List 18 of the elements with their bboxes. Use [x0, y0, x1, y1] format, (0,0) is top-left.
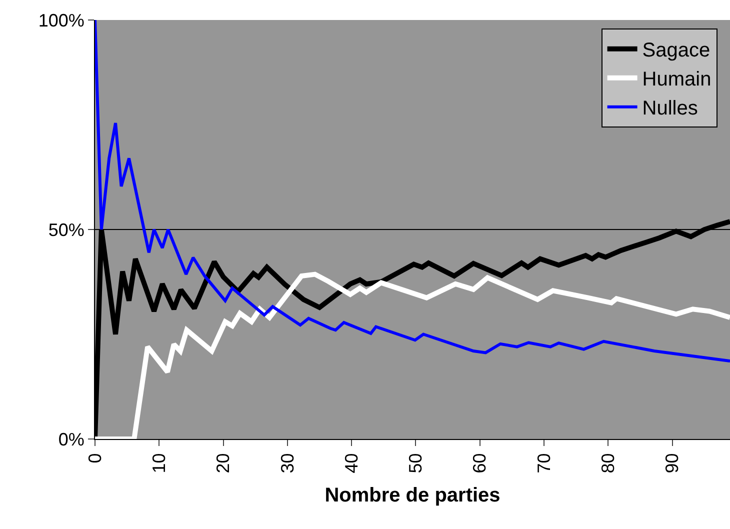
x-axis-title: Nombre de parties — [324, 484, 500, 507]
legend-label: Sagace — [642, 40, 710, 62]
legend-label: Nulles — [642, 98, 698, 120]
x-tick-label: 20 — [213, 453, 234, 474]
x-tick-label: 0 — [84, 453, 105, 464]
line-series — [95, 20, 730, 363]
x-tick-label: 90 — [662, 453, 682, 474]
x-tick-label: 80 — [598, 453, 618, 474]
x-tick-label: 10 — [148, 453, 169, 474]
x-tick-label: 40 — [341, 453, 362, 474]
y-tick-label: 50% — [48, 220, 84, 240]
x-tick-label: 70 — [534, 453, 554, 474]
y-tick-label: 0% — [58, 429, 84, 450]
x-tick-label: 30 — [277, 453, 298, 474]
x-tick-label: 60 — [470, 453, 490, 474]
x-tick-label: 50 — [406, 453, 426, 474]
legend-label: Humain — [642, 68, 712, 91]
y-tick-label: 100% — [38, 10, 84, 30]
